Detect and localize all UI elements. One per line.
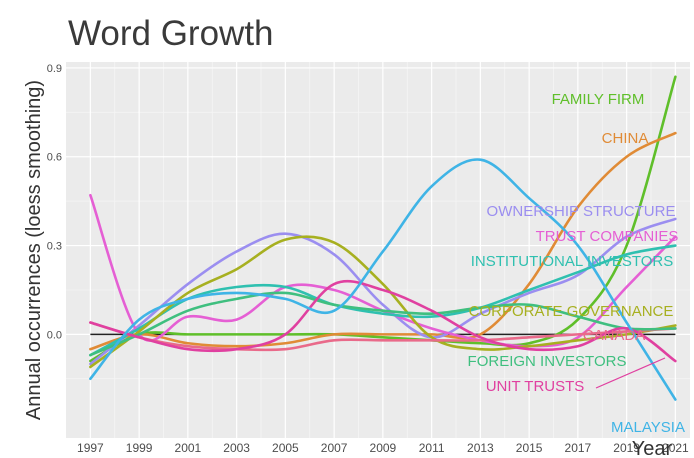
x-tick-label: 2003: [223, 441, 250, 455]
x-axis-ticks: 1997 1999 2001 2003 2005 2007 2009 2011 2013 2015…: [77, 441, 689, 455]
x-tick-label: 2007: [321, 441, 348, 455]
y-axis-ticks: 0.0 0.3 0.6 0.9: [47, 63, 62, 341]
series-label: CHINA: [602, 130, 649, 147]
x-tick-label: 1999: [126, 441, 153, 455]
x-tick-label: 2015: [516, 441, 543, 455]
y-tick-label: 0.9: [47, 63, 62, 75]
plot-panel: [66, 62, 690, 438]
series-label: FOREIGN INVESTORS: [468, 353, 627, 370]
series-line: [89, 193, 677, 348]
series-label: OWNERSHIP STRUCTURE: [487, 203, 676, 220]
y-tick-label: 0.3: [47, 241, 62, 253]
series-label: CORPORATE GOVERNANCE: [469, 303, 674, 320]
x-tick-label: 2021: [662, 441, 689, 455]
series-label: MALAYSIA: [611, 419, 685, 436]
series-line: [89, 291, 677, 357]
series-label: TRUST COMPANIES: [536, 228, 679, 245]
y-tick-label: 0.6: [47, 152, 62, 164]
x-axis-title: Year: [632, 438, 673, 458]
x-tick-label: 2017: [565, 441, 592, 455]
x-tick-label: 2019: [613, 441, 640, 455]
series-line: [89, 235, 677, 369]
series-labels: FAMILY FIRM CHINA OWNERSHIP STRUCTURE TRUST…: [468, 91, 685, 436]
series-lines: [89, 75, 677, 401]
y-tick-label: 0.0: [47, 329, 62, 341]
x-tick-label: 1997: [77, 441, 104, 455]
chart-title: Word Growth: [68, 14, 274, 53]
x-tick-label: 2013: [467, 441, 494, 455]
series-label: FAMILY FIRM: [552, 91, 645, 108]
x-tick-label: 2005: [272, 441, 299, 455]
series-line: [89, 279, 677, 363]
series-label: INSTITUTIONAL INVESTORS: [471, 253, 674, 270]
label-connector: [595, 357, 666, 389]
series-line: [89, 158, 677, 401]
series-line: [89, 217, 677, 366]
x-tick-label: 2009: [370, 441, 397, 455]
series-line: [89, 131, 677, 351]
series-line: [89, 321, 677, 352]
series-label: UNIT TRUSTS: [486, 378, 585, 395]
x-tick-label: 2001: [175, 441, 202, 455]
y-axis-title: Annual occurrences (loess smoothing): [23, 80, 45, 420]
series-label: CANADA: [583, 327, 646, 344]
grid: [66, 62, 690, 438]
x-tick-label: 2011: [419, 441, 445, 455]
